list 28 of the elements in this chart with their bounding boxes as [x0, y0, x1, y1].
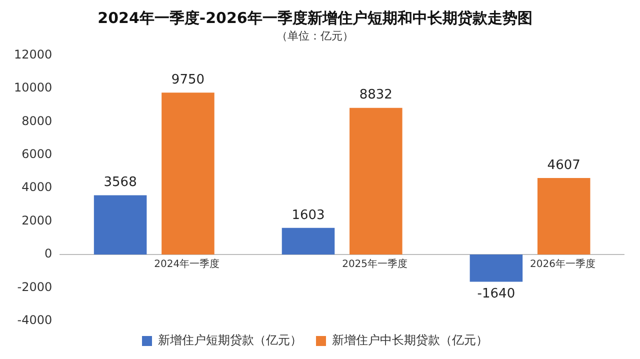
data-label: 1603 [292, 208, 325, 223]
data-label: 4607 [547, 158, 580, 173]
y-tick-label: 6000 [22, 147, 52, 161]
bar [94, 195, 147, 255]
x-tick-label: 2025年一季度 [342, 258, 408, 270]
y-tick-label: 4000 [22, 180, 52, 194]
data-label: -1640 [477, 286, 516, 302]
legend-label: 新增住户短期贷款（亿元） [158, 333, 302, 348]
bar [282, 228, 335, 255]
x-tick-label: 2024年一季度 [154, 258, 220, 270]
bar [537, 178, 590, 255]
y-tick-label: -4000 [17, 313, 52, 328]
legend-label: 新增住户中长期贷款（亿元） [332, 333, 488, 348]
y-tick-label: 0 [44, 246, 52, 261]
chart-title: 2024年一季度-2026年一季度新增住户短期和中长期贷款走势图 [98, 8, 532, 27]
y-tick-label: -2000 [17, 280, 52, 294]
data-label: 3568 [104, 175, 137, 190]
y-tick-label: 2000 [22, 213, 52, 228]
y-tick-label: 10000 [14, 80, 52, 95]
y-tick-label: 8000 [22, 114, 52, 128]
bar [470, 254, 523, 282]
x-tick-label: 2026年一季度 [530, 258, 596, 270]
bar [350, 108, 402, 255]
bar [162, 92, 214, 255]
data-label: 9750 [171, 72, 205, 88]
data-label: 8832 [359, 88, 392, 103]
chart-subtitle: （单位：亿元） [276, 29, 354, 42]
y-tick-label: 12000 [14, 47, 52, 62]
